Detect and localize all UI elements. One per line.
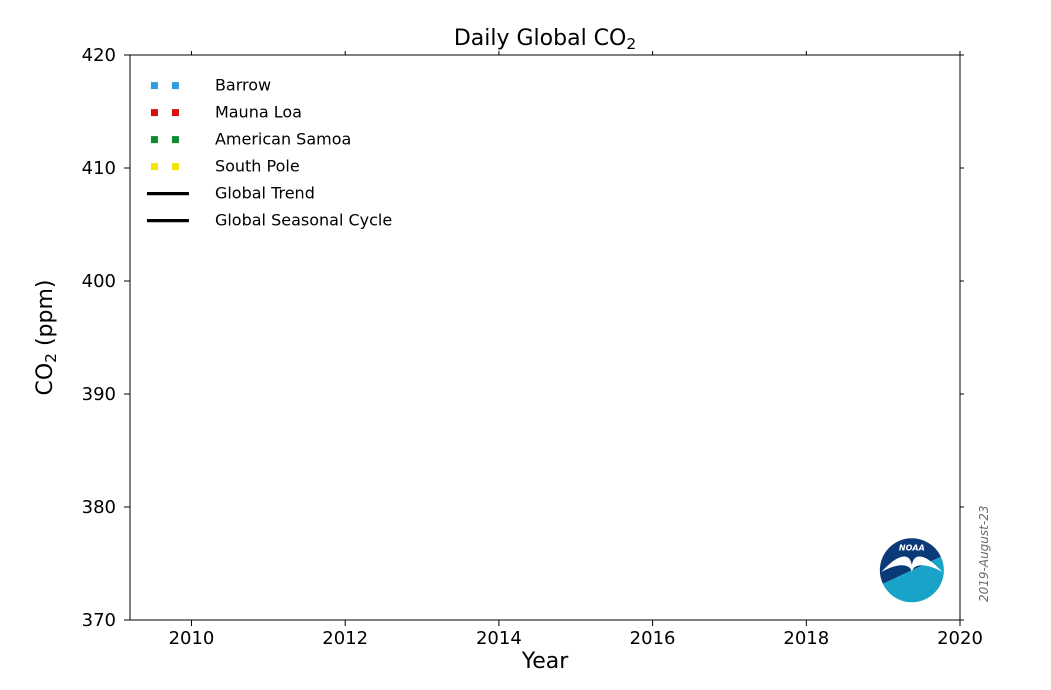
figure: 2010201220142016201820203703803904004104… — [0, 0, 1051, 690]
legend-swatch-barrow-1 — [151, 82, 158, 89]
axes-layer: 2010201220142016201820203703803904004104… — [33, 26, 991, 674]
legend-swatch-mauna_loa-1 — [151, 109, 158, 116]
chart-title: Daily Global CO2 — [454, 26, 636, 53]
legend-swatch-south_pole-2 — [172, 163, 179, 170]
legend-label-south_pole: South Pole — [215, 157, 300, 176]
legend-swatch-american_samoa-2 — [172, 136, 179, 143]
legend-swatch-south_pole-1 — [151, 163, 158, 170]
noaa-label: NOAA — [899, 543, 925, 552]
legend-swatch-barrow-2 — [172, 82, 179, 89]
legend-label-barrow: Barrow — [215, 76, 271, 95]
y-axis-label: CO2 (ppm) — [33, 279, 60, 395]
legend-label-american_samoa: American Samoa — [215, 130, 351, 149]
legend-label-trend: Global Trend — [215, 184, 315, 203]
footer-date: 2019-August-23 — [977, 506, 991, 602]
legend-swatch-mauna_loa-2 — [172, 109, 179, 116]
legend-swatch-american_samoa-1 — [151, 136, 158, 143]
legend-label-mauna_loa: Mauna Loa — [215, 103, 302, 122]
chart-svg: 2010201220142016201820203703803904004104… — [0, 0, 1051, 690]
legend-label-seasonal: Global Seasonal Cycle — [215, 211, 392, 230]
x-axis-label: Year — [521, 649, 570, 674]
